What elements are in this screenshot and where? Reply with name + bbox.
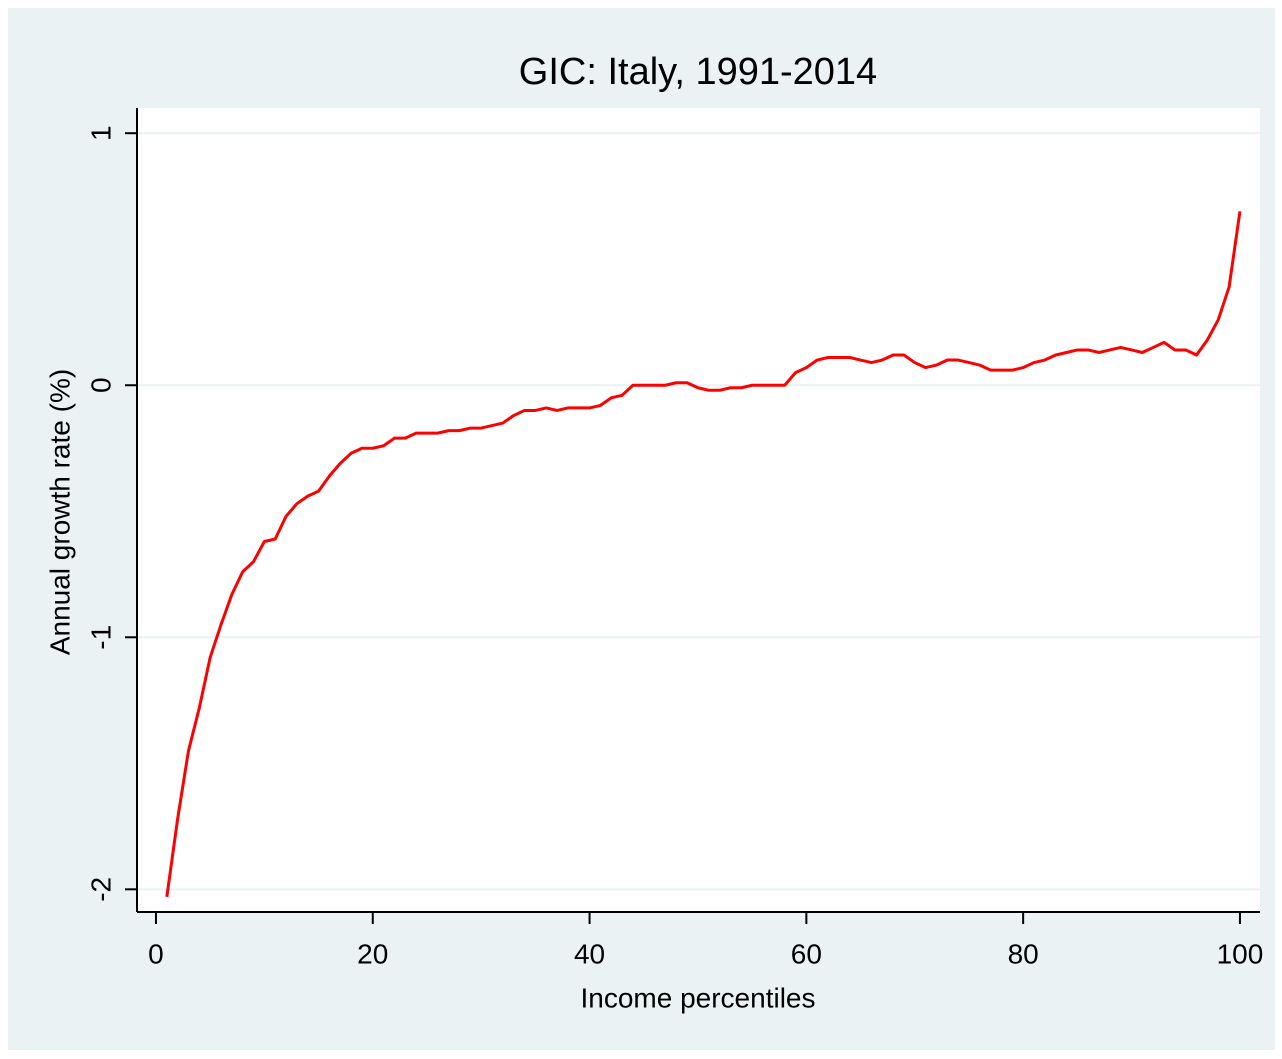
x-axis-label: Income percentiles	[580, 982, 815, 1013]
x-tick-label: 60	[791, 938, 822, 969]
chart-title: GIC: Italy, 1991-2014	[519, 51, 877, 93]
x-tick-label: 80	[1008, 938, 1039, 969]
y-axis-label: Annual growth rate (%)	[44, 369, 75, 655]
x-tick-label: 20	[357, 938, 388, 969]
x-tick-label: 40	[574, 938, 605, 969]
y-tick-label: 1	[85, 125, 116, 141]
x-tick-label: 100	[1217, 938, 1264, 969]
y-tick-label: -1	[85, 625, 116, 650]
x-tick-label: 0	[148, 938, 164, 969]
y-tick-label: -2	[85, 877, 116, 902]
y-tick-label: 0	[85, 377, 116, 393]
data-line	[165, 211, 1242, 898]
plot-area	[137, 108, 1260, 912]
